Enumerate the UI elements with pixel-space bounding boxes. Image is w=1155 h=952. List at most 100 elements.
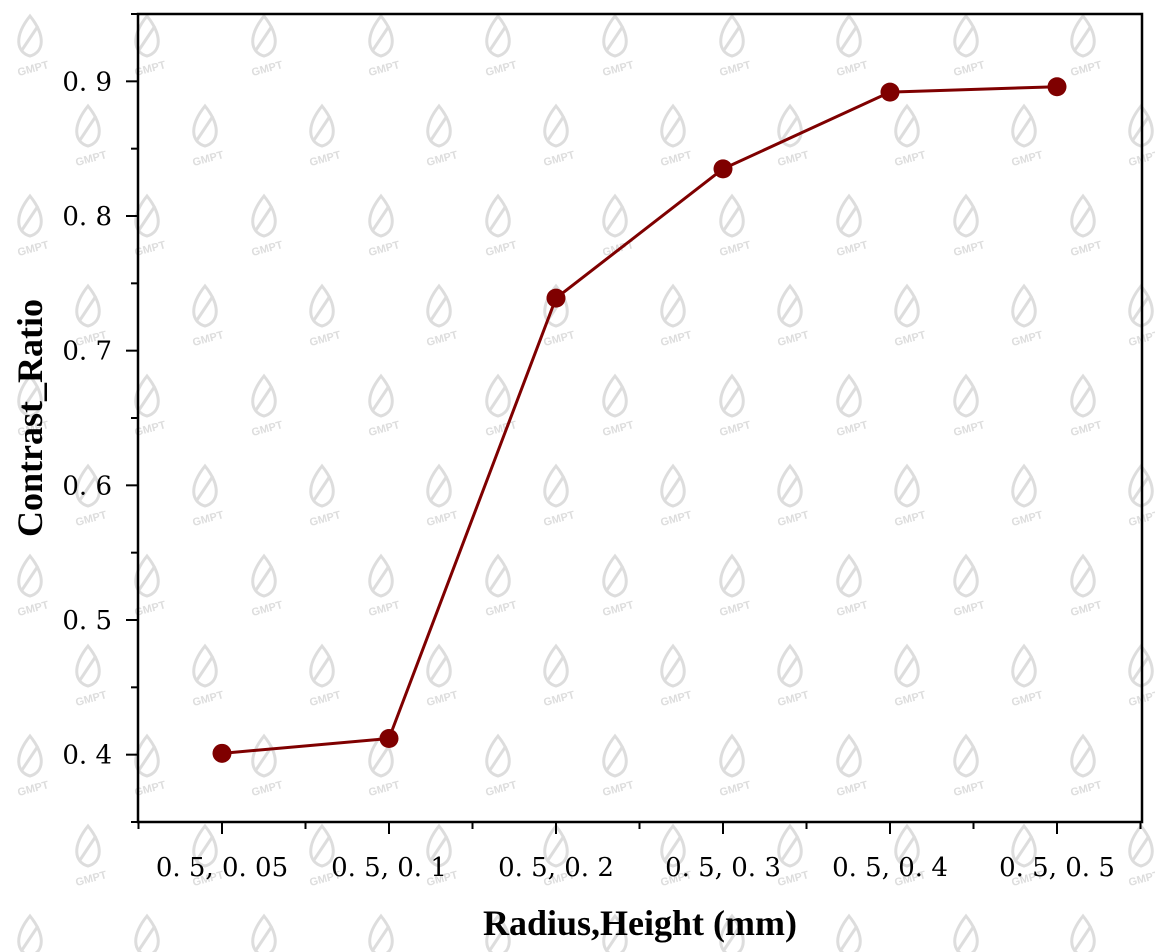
watermark-layer: GMPT GMPT GMPT GMPT GMPT GMPT GMPT GMPT GMPT GMPT… xyxy=(16,13,1155,952)
watermark-mark: GMPT xyxy=(367,373,401,439)
watermark-mark: GMPT xyxy=(718,553,752,619)
watermark-text: GMPT xyxy=(601,419,635,439)
series-line xyxy=(221,85,1058,755)
watermark-text: GMPT xyxy=(367,599,401,619)
watermark-text: GMPT xyxy=(74,509,108,529)
watermark-mark: GMPT xyxy=(367,553,401,619)
watermark-mark: GMPT xyxy=(1070,913,1096,952)
watermark-mark: GMPT xyxy=(250,193,284,259)
watermark-text: GMPT xyxy=(1069,779,1103,799)
watermark-mark: GMPT xyxy=(718,733,752,799)
watermark-text: GMPT xyxy=(191,329,225,349)
watermark-text: GMPT xyxy=(367,239,401,259)
watermark-text: GMPT xyxy=(1069,59,1103,79)
watermark-text: GMPT xyxy=(542,689,576,709)
watermark-mark: GMPT xyxy=(484,13,518,79)
watermark-text: GMPT xyxy=(484,419,518,439)
watermark-text: GMPT xyxy=(1069,239,1103,259)
watermark-text: GMPT xyxy=(16,239,50,259)
watermark-text: GMPT xyxy=(835,779,869,799)
watermark-text: GMPT xyxy=(601,779,635,799)
watermark-mark: GMPT xyxy=(953,913,979,952)
x-tick-label: 0. 5, 0. 4 xyxy=(832,853,948,883)
watermark-text: GMPT xyxy=(718,239,752,259)
watermark-text: GMPT xyxy=(835,239,869,259)
watermark-mark: GMPT xyxy=(484,553,518,619)
watermark-mark: GMPT xyxy=(659,463,693,529)
data-point xyxy=(880,82,900,102)
watermark-mark: GMPT xyxy=(776,463,810,529)
watermark-text: GMPT xyxy=(250,59,284,79)
y-axis-tick-labels: 0. 4 0. 5 0. 6 0. 7 0. 8 0. 9 xyxy=(62,67,112,770)
watermark-mark: GMPT xyxy=(250,373,284,439)
watermark-mark: GMPT xyxy=(367,13,401,79)
watermark-text: GMPT xyxy=(308,329,342,349)
watermark-text: GMPT xyxy=(191,509,225,529)
watermark-mark: GMPT xyxy=(17,913,43,952)
watermark-text: GMPT xyxy=(776,149,810,169)
watermark-mark: GMPT xyxy=(1010,643,1044,709)
watermark-mark: GMPT xyxy=(425,463,459,529)
watermark-text: GMPT xyxy=(250,239,284,259)
watermark-text: GMPT xyxy=(893,329,927,349)
x-tick-label: 0. 5, 0. 3 xyxy=(665,853,781,883)
watermark-mark: GMPT xyxy=(16,13,50,79)
watermark-text: GMPT xyxy=(367,419,401,439)
watermark-mark: GMPT xyxy=(16,553,50,619)
watermark-mark: GMPT xyxy=(425,103,459,169)
watermark-mark: GMPT xyxy=(835,193,869,259)
watermark-text: GMPT xyxy=(893,509,927,529)
y-axis-ticks xyxy=(126,13,138,823)
watermark-text: GMPT xyxy=(484,779,518,799)
watermark-mark: GMPT xyxy=(16,733,50,799)
watermark-text: GMPT xyxy=(425,689,459,709)
watermark-text: GMPT xyxy=(893,689,927,709)
watermark-mark: GMPT xyxy=(659,643,693,709)
y-tick-label: 0. 4 xyxy=(62,741,112,771)
watermark-mark: GMPT xyxy=(542,103,576,169)
watermark-text: GMPT xyxy=(74,689,108,709)
watermark-mark: GMPT xyxy=(836,913,862,952)
watermark-mark: GMPT xyxy=(74,823,108,889)
watermark-mark: GMPT xyxy=(191,103,225,169)
watermark-text: GMPT xyxy=(1069,419,1103,439)
watermark-text: GMPT xyxy=(542,329,576,349)
watermark-mark: GMPT xyxy=(367,193,401,259)
watermark-text: GMPT xyxy=(718,59,752,79)
watermark-mark: GMPT xyxy=(425,643,459,709)
watermark-mark: GMPT xyxy=(74,643,108,709)
watermark-text: GMPT xyxy=(1127,869,1155,889)
watermark-mark: GMPT xyxy=(484,193,518,259)
watermark-mark: GMPT xyxy=(893,283,927,349)
data-point xyxy=(379,729,399,749)
watermark-mark: GMPT xyxy=(835,733,869,799)
watermark-mark: GMPT xyxy=(893,103,927,169)
watermark-mark: GMPT xyxy=(776,283,810,349)
watermark-text: GMPT xyxy=(835,419,869,439)
watermark-mark: GMPT xyxy=(74,103,108,169)
data-point xyxy=(1047,77,1067,97)
data-point xyxy=(713,159,733,179)
watermark-mark: GMPT xyxy=(1069,13,1103,79)
watermark-text: GMPT xyxy=(776,689,810,709)
data-point xyxy=(546,288,566,308)
watermark-mark: GMPT xyxy=(308,463,342,529)
watermark-text: GMPT xyxy=(952,239,986,259)
watermark-text: GMPT xyxy=(16,59,50,79)
watermark-mark: GMPT xyxy=(134,913,160,952)
watermark-mark: GMPT xyxy=(835,13,869,79)
x-tick-label: 0. 5, 0. 5 xyxy=(999,853,1115,883)
watermark-text: GMPT xyxy=(250,419,284,439)
watermark-mark: GMPT xyxy=(251,913,277,952)
watermark-mark: GMPT xyxy=(425,283,459,349)
watermark-text: GMPT xyxy=(367,779,401,799)
watermark-text: GMPT xyxy=(484,59,518,79)
watermark-text: GMPT xyxy=(191,149,225,169)
watermark-mark: GMPT xyxy=(718,373,752,439)
watermark-text: GMPT xyxy=(718,419,752,439)
watermark-mark: GMPT xyxy=(601,13,635,79)
watermark-text: GMPT xyxy=(250,779,284,799)
watermark-mark: GMPT xyxy=(250,13,284,79)
watermark-mark: GMPT xyxy=(191,643,225,709)
watermark-mark: GMPT xyxy=(601,553,635,619)
